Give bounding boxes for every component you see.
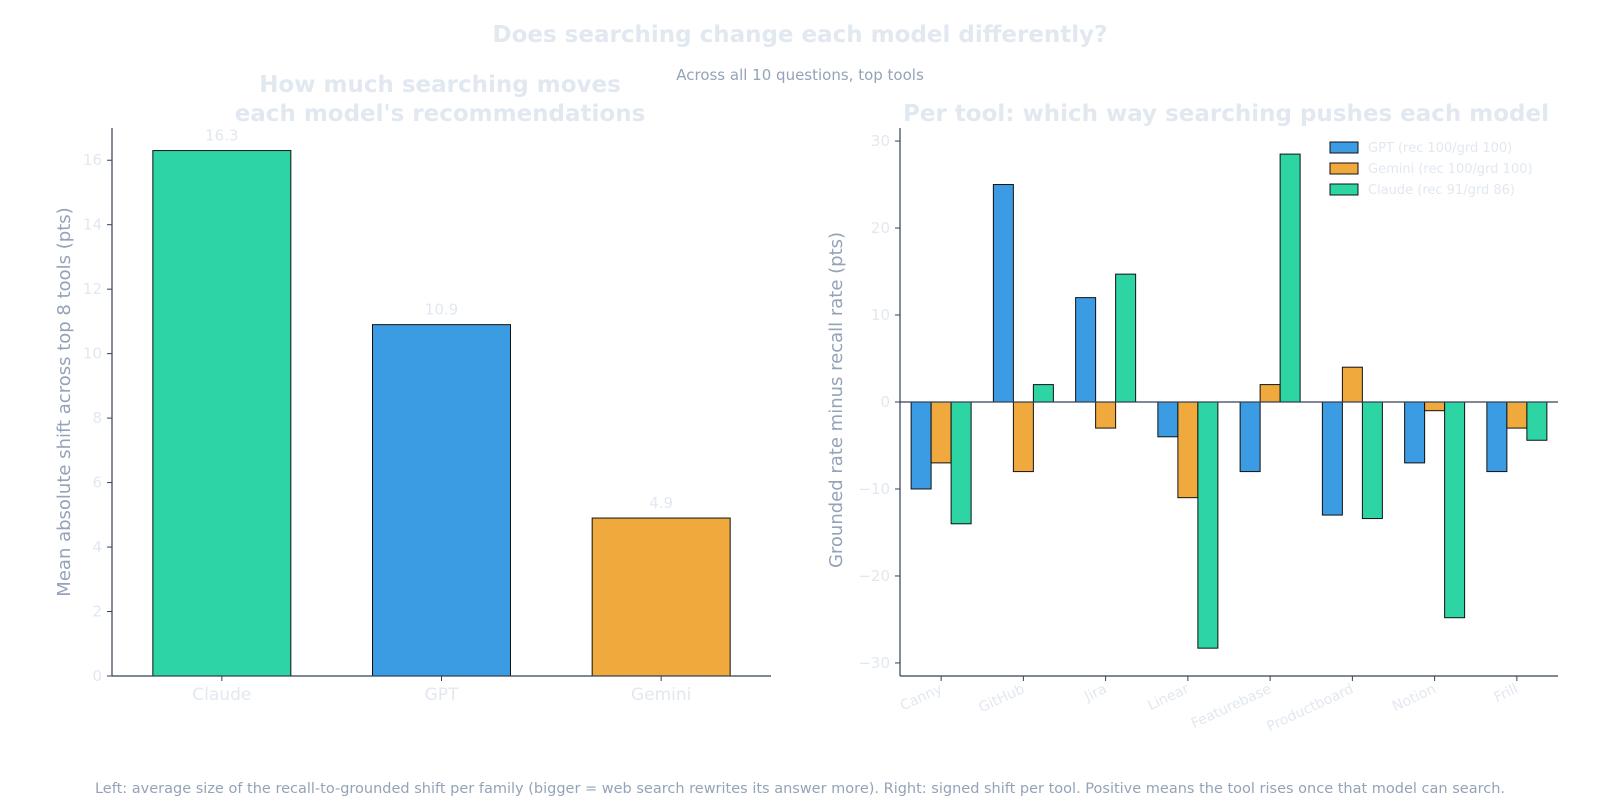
left-y-axis-label: Mean absolute shift across top 8 tools (… [54, 207, 75, 596]
left-chart-title-line-1: How much searching moves [259, 72, 621, 98]
bar-claude [152, 150, 292, 677]
right-chart: Per tool: which way searching pushes eac… [826, 101, 1558, 735]
left-y-tick-label-2: 2 [92, 603, 102, 621]
right-y-tick-label--10: −10 [858, 480, 890, 498]
bar-frill-gpt [1486, 401, 1508, 473]
bar-jira-gemini [1095, 401, 1117, 429]
bar-github-claude [1032, 384, 1054, 403]
right-y-tick-label--20: −20 [858, 567, 890, 585]
left-y-tick-label-4: 4 [92, 538, 102, 556]
legend-swatch-gemini [1329, 162, 1359, 175]
legend-label-claude: Claude (rec 91/grd 86) [1368, 183, 1515, 198]
left-y-tick-label-16: 16 [83, 151, 102, 169]
right-y-tick-label-0: 0 [880, 393, 890, 411]
right-y-tick-label-20: 20 [871, 219, 890, 237]
legend-label-gemini: Gemini (rec 100/grd 100) [1368, 162, 1533, 177]
right-chart-marks: Canny GitHub Jira LinearFeaturebaseProductb… [858, 128, 1558, 735]
left-y-tick-label-0: 0 [92, 667, 102, 685]
bar-notion-claude [1444, 401, 1466, 619]
data-label-gpt: 10.9 [425, 301, 458, 319]
bar-github-gemini [1012, 401, 1034, 473]
bar-productboard-gpt [1321, 401, 1343, 516]
right-y-tick-label-10: 10 [871, 306, 890, 324]
left-chart-title-line-2: each model's recommendations [235, 101, 646, 127]
bar-featurebase-claude [1279, 153, 1301, 403]
x-tick-label-gpt: GPT [425, 685, 459, 705]
data-label-claude: 16.3 [205, 127, 238, 145]
left-chart-marks: 16.3 Claude 10.9 GPT 4.9 Gemini 0 2 4 6 8 10 12 14 16 [83, 127, 771, 705]
figure-subtitle: Across all 10 questions, top tools [676, 66, 924, 84]
data-label-gemini: 4.9 [649, 494, 673, 512]
x-tick-label-gemini: Gemini [631, 685, 691, 705]
bar-github-gpt [992, 184, 1014, 403]
left-y-tick-label-8: 8 [92, 409, 102, 427]
bar-gemini [591, 517, 731, 677]
bar-gpt [372, 324, 511, 677]
left-y-tick-label-12: 12 [83, 280, 102, 298]
x-tick-label-notion: Notion [1390, 681, 1438, 715]
x-tick-label-canny: Canny [898, 681, 945, 714]
legend-swatch-gpt [1329, 141, 1359, 154]
bar-productboard-gemini [1341, 366, 1363, 403]
legend-label-gpt: GPT (rec 100/grd 100) [1368, 141, 1512, 156]
bar-canny-claude [950, 401, 972, 525]
x-tick-label-featurebase: Featurebase [1189, 681, 1274, 732]
x-tick-label-frill: Frill [1492, 681, 1521, 706]
bar-frill-gemini [1506, 401, 1528, 429]
bar-canny-gpt [910, 401, 932, 490]
legend-swatch-claude [1329, 183, 1359, 196]
x-tick-label-productboard: Productboard [1264, 681, 1356, 735]
bar-featurebase-gemini [1259, 384, 1281, 403]
bar-frill-claude [1526, 401, 1548, 441]
bar-jira-gpt [1075, 297, 1097, 403]
x-tick-label-jira: Jira [1081, 681, 1109, 705]
right-y-axis-label: Grounded rate minus recall rate (pts) [826, 232, 847, 568]
right-y-tick-label--30: −30 [858, 654, 890, 672]
x-tick-label-linear: Linear [1145, 681, 1191, 714]
figure-footnote: Left: average size of the recall-to-grou… [95, 781, 1505, 797]
bar-notion-gpt [1404, 401, 1426, 464]
bar-linear-claude [1197, 401, 1219, 649]
x-tick-label-claude: Claude [192, 685, 251, 705]
left-chart: How much searching moves each model's re… [54, 72, 771, 705]
bar-linear-gpt [1157, 401, 1179, 438]
right-chart-title: Per tool: which way searching pushes eac… [903, 101, 1549, 127]
left-y-tick-label-14: 14 [83, 216, 102, 234]
left-y-tick-label-6: 6 [92, 474, 102, 492]
x-tick-label-github: GitHub [976, 681, 1027, 716]
bar-canny-gemini [930, 401, 952, 464]
bar-productboard-claude [1361, 401, 1383, 520]
right-y-tick-label-30: 30 [871, 132, 890, 150]
left-y-tick-label-10: 10 [83, 345, 102, 363]
bar-featurebase-gpt [1239, 401, 1261, 473]
bar-jira-claude [1115, 273, 1137, 403]
bar-linear-gemini [1177, 401, 1199, 499]
legend: GPT (rec 100/grd 100) Gemini (rec 100/grd… [1329, 141, 1533, 198]
bar-notion-gemini [1424, 401, 1446, 412]
figure-title: Does searching change each model differe… [492, 22, 1107, 48]
